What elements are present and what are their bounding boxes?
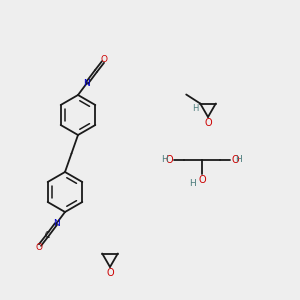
Text: O: O (204, 118, 212, 128)
Text: H: H (190, 178, 196, 188)
Text: O: O (165, 155, 173, 165)
Text: N: N (52, 220, 59, 229)
Text: H: H (236, 155, 242, 164)
Text: O: O (35, 242, 43, 251)
Text: N: N (84, 79, 90, 88)
Text: H: H (160, 155, 167, 164)
Text: O: O (100, 56, 107, 64)
Text: C: C (44, 232, 50, 241)
Text: O: O (231, 155, 238, 165)
Text: O: O (198, 175, 206, 185)
Text: H: H (192, 104, 198, 113)
Text: O: O (106, 268, 114, 278)
